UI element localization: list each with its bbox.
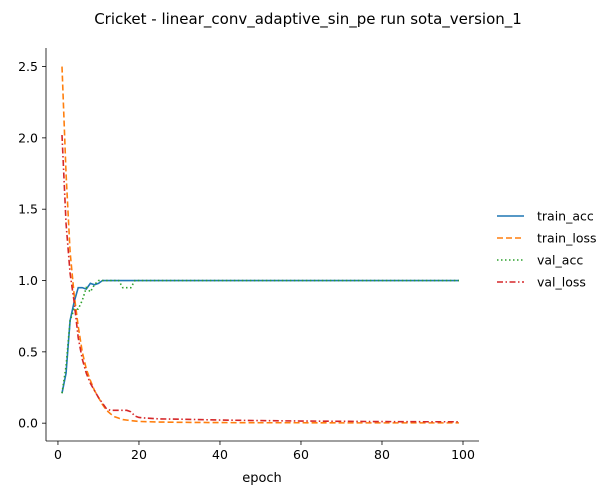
y-tick-label: 1.5 xyxy=(18,202,38,217)
x-tick-label: 20 xyxy=(131,447,147,462)
series-line-train-acc xyxy=(61,279,459,394)
legend-label-val-acc: val_acc xyxy=(537,253,583,268)
x-tick-label: 60 xyxy=(293,447,309,462)
legend-label-train-loss: train_loss xyxy=(537,231,597,246)
x-axis: 0 20 40 60 80 100 xyxy=(46,440,479,462)
x-tick-label: 100 xyxy=(451,447,475,462)
x-tick-label: 0 xyxy=(54,447,62,462)
y-tick-label: 0.0 xyxy=(18,416,38,431)
legend-label-train-acc: train_acc xyxy=(537,209,594,224)
series-line-val-loss xyxy=(61,134,459,423)
x-tick-label: 80 xyxy=(374,447,390,462)
y-tick-label: 1.0 xyxy=(18,273,38,288)
legend: train_acc train_loss val_acc val_loss xyxy=(497,209,597,290)
series-line-val-acc xyxy=(61,279,459,394)
y-tick-label: 2.5 xyxy=(18,59,38,74)
legend-label-val-loss: val_loss xyxy=(537,275,586,290)
y-axis: 0.0 0.5 1.0 1.5 2.0 2.5 xyxy=(18,48,47,441)
series-line-train-loss xyxy=(61,66,459,424)
series-layer xyxy=(61,66,459,424)
y-tick-label: 2.0 xyxy=(18,130,38,145)
x-tick-label: 40 xyxy=(212,447,228,462)
x-axis-label: epoch xyxy=(242,471,282,486)
y-tick-label: 0.5 xyxy=(18,344,38,359)
chart-title: Cricket - linear_conv_adaptive_sin_pe ru… xyxy=(94,10,522,29)
